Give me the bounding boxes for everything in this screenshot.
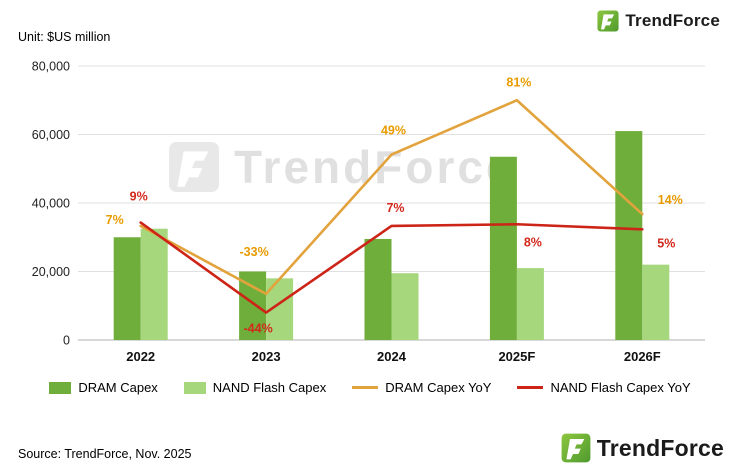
capex-combo-chart: 0 20,000 40,000 60,000 80,000 2022 2023 2024 202… [32, 60, 705, 364]
legend-swatch [517, 386, 544, 389]
line-data-label: 7% [386, 201, 404, 215]
line-dram-capex-yoy [139, 98, 644, 296]
line-data-label: -33% [240, 245, 269, 259]
x-axis-tick-label: 2022 [126, 349, 155, 364]
legend-item-dram-capex: DRAM Capex [49, 380, 158, 395]
bar-dram-capex-2025f [489, 156, 517, 340]
line-nand-flash-capex-yoy [139, 221, 644, 314]
y-axis-tick-label: 60,000 [32, 128, 70, 142]
line-data-label: 14% [658, 193, 683, 207]
trendforce-logo-bottom: TrendForce [561, 433, 724, 463]
trendforce-logo-text: TrendForce [596, 434, 724, 461]
legend-item-nand-flash-capex-yoy: NAND Flash Capex YoY [517, 380, 691, 395]
line-data-label: 81% [506, 75, 531, 89]
line-data-label: 9% [130, 190, 148, 204]
x-axis-tick-label: 2026F [624, 349, 661, 364]
legend-label: DRAM Capex [78, 380, 158, 395]
trendforce-logo-top: TrendForce [597, 10, 720, 32]
x-axis-tick-label: 2024 [377, 349, 407, 364]
y-axis-tick-label: 40,000 [32, 197, 70, 211]
legend-label: NAND Flash Capex [212, 380, 327, 395]
x-axis-tick-label: 2025F [498, 349, 535, 364]
bar-dram-capex-2024 [364, 238, 392, 340]
y-axis-tick-label: 0 [63, 334, 70, 348]
trendforce-logo-icon [597, 10, 619, 32]
chart-legend: DRAM Capex NAND Flash Capex DRAM Capex YoY… [0, 380, 740, 395]
legend-swatch [183, 381, 206, 394]
line-data-label: 8% [524, 235, 542, 249]
bar-dram-capex-2022 [113, 237, 141, 340]
x-axis-tick-label: 2023 [252, 349, 281, 364]
bar-dram-capex-2026f [615, 131, 643, 340]
bar-nand-flash-capex-2024 [391, 273, 419, 340]
legend-label: DRAM Capex YoY [385, 380, 492, 395]
legend-label: NAND Flash Capex YoY [550, 380, 691, 395]
bar-nand-flash-capex-2025f [516, 268, 544, 340]
legend-item-nand-flash-capex: NAND Flash Capex [183, 380, 327, 395]
bar-nand-flash-capex-2022 [140, 228, 168, 340]
line-data-label: 7% [106, 213, 124, 227]
unit-label: Unit: $US million [18, 30, 111, 44]
y-axis-tick-label: 80,000 [32, 60, 70, 74]
legend-swatch [352, 386, 379, 389]
source-note: Source: TrendForce, Nov. 2025 [18, 447, 192, 461]
legend-item-dram-capex-yoy: DRAM Capex YoY [352, 380, 491, 395]
line-data-label: -44% [244, 322, 273, 336]
bar-nand-flash-capex-2026f [642, 264, 670, 340]
trendforce-logo-icon [561, 433, 591, 463]
y-axis-tick-label: 20,000 [32, 265, 70, 279]
line-data-label: 49% [381, 124, 406, 138]
trendforce-logo-text: TrendForce [625, 11, 720, 30]
line-data-label: 5% [657, 236, 675, 250]
legend-swatch [49, 381, 72, 394]
